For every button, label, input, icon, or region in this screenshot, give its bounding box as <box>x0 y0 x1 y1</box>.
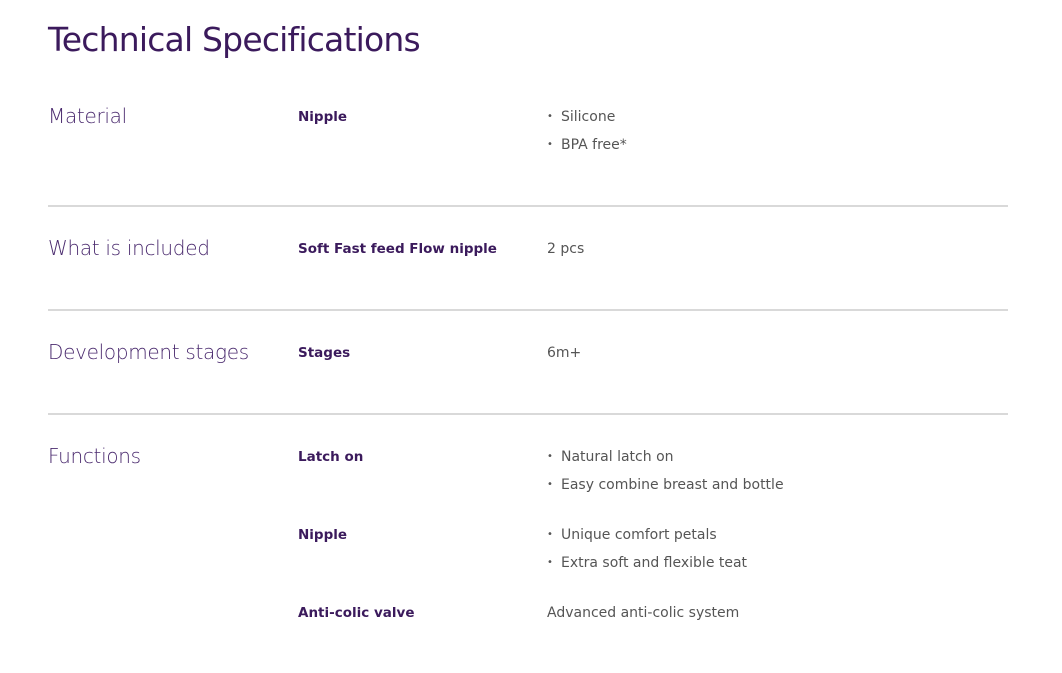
spec-row: Nipple Unique comfort petalsExtra soft an… <box>298 521 1008 577</box>
section-category: Development stages <box>48 340 249 364</box>
spec-bullet: Extra soft and flexible teat <box>547 549 1008 577</box>
spec-rows: Latch on Natural latch onEasy combine bre… <box>298 443 1008 649</box>
spec-value: 6m+ <box>547 339 1008 367</box>
spec-section: Functions Latch on Natural latch onEasy co… <box>48 415 1008 673</box>
section-category: Functions <box>48 444 141 468</box>
spec-bullet: Easy combine breast and bottle <box>547 471 1008 499</box>
page-title: Technical Specifications <box>48 20 421 59</box>
spec-row: Soft Fast feed Flow nipple 2 pcs <box>298 235 1008 263</box>
spec-bullet: Silicone <box>547 103 1008 131</box>
spec-value: 2 pcs <box>547 235 1008 263</box>
spec-bullet: BPA free* <box>547 131 1008 159</box>
spec-value: Natural latch onEasy combine breast and … <box>547 443 1008 499</box>
spec-key: Nipple <box>298 527 348 543</box>
spec-key: Anti-colic valve <box>298 605 415 621</box>
spec-section: Development stages Stages 6m+ <box>48 311 1008 415</box>
spec-key: Latch on <box>298 449 364 465</box>
spec-row: Stages 6m+ <box>298 339 1008 367</box>
spec-value-text: 6m+ <box>547 345 582 361</box>
spec-rows: Stages 6m+ <box>298 339 1008 389</box>
spec-section: What is included Soft Fast feed Flow nipp… <box>48 207 1008 311</box>
spec-bullet-list: Unique comfort petalsExtra soft and flex… <box>547 521 1008 577</box>
section-category: Material <box>48 104 127 128</box>
spec-bullet-list: SiliconeBPA free* <box>547 103 1008 159</box>
spec-value: Advanced anti-colic system <box>547 599 1008 627</box>
spec-key: Soft Fast feed Flow nipple <box>298 241 497 257</box>
spec-rows: Soft Fast feed Flow nipple 2 pcs <box>298 235 1008 285</box>
spec-row: Latch on Natural latch onEasy combine bre… <box>298 443 1008 499</box>
spec-value: SiliconeBPA free* <box>547 103 1008 159</box>
spec-key: Nipple <box>298 109 348 125</box>
spec-row: Nipple SiliconeBPA free* <box>298 103 1008 159</box>
spec-value-text: 2 pcs <box>547 241 585 257</box>
spec-sections: Material Nipple SiliconeBPA free* What is i… <box>48 75 1008 673</box>
spec-rows: Nipple SiliconeBPA free* <box>298 103 1008 181</box>
section-category: What is included <box>48 236 210 260</box>
spec-section: Material Nipple SiliconeBPA free* <box>48 75 1008 207</box>
spec-key: Stages <box>298 345 351 361</box>
spec-value: Unique comfort petalsExtra soft and flex… <box>547 521 1008 577</box>
spec-row: Anti-colic valve Advanced anti-colic syst… <box>298 599 1008 627</box>
spec-bullet: Unique comfort petals <box>547 521 1008 549</box>
spec-bullet-list: Natural latch onEasy combine breast and … <box>547 443 1008 499</box>
spec-value-text: Advanced anti-colic system <box>547 605 740 621</box>
spec-bullet: Natural latch on <box>547 443 1008 471</box>
